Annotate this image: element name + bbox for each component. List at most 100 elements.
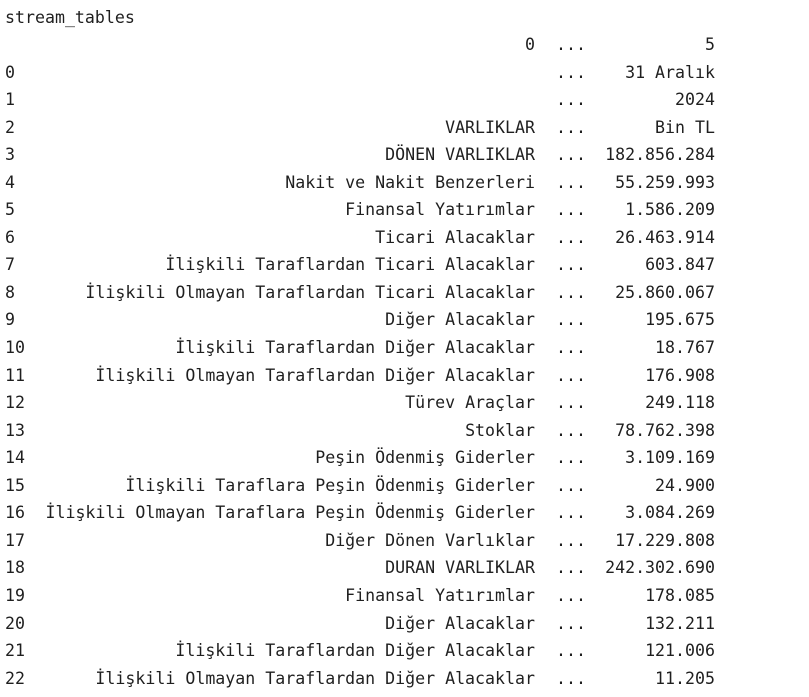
row-index: 5: [5, 200, 15, 220]
row-ellipsis: ...: [556, 585, 586, 605]
row-label: Nakit ve Nakit Benzerleri: [285, 172, 535, 192]
row-value: 17.229.808: [615, 530, 715, 550]
row-label: Diğer Dönen Varlıklar: [325, 530, 535, 550]
row-value: 18.767: [655, 338, 715, 357]
row-label: Ticari Alacaklar: [375, 227, 535, 247]
row-ellipsis: ...: [556, 503, 586, 523]
row-index: 17: [5, 530, 25, 550]
table-row: 12 Türev Araçlar... 249.118: [0, 389, 809, 417]
row-ellipsis: ...: [556, 145, 586, 165]
row-ellipsis: ...: [556, 338, 586, 357]
table-row: 4 Nakit ve Nakit Benzerleri... 55.259.993: [0, 169, 809, 197]
table-row: 10 İlişkili Taraflardan Diğer Alacaklar..…: [0, 334, 809, 362]
row-value: 178.085: [645, 585, 715, 605]
table-row: 21 İlişkili Taraflardan Diğer Alacaklar..…: [0, 637, 809, 665]
row-ellipsis: ...: [556, 310, 586, 330]
row-index: 3: [5, 145, 15, 165]
table-row: 18 DURAN VARLIKLAR... 242.302.690: [0, 554, 809, 582]
row-label: DURAN VARLIKLAR: [385, 558, 535, 578]
row-index: 15: [5, 475, 25, 495]
row-label: Peşin Ödenmiş Giderler: [315, 448, 535, 468]
row-label: Finansal Yatırımlar: [345, 585, 535, 605]
row-index: 22: [5, 668, 25, 688]
row-ellipsis: ...: [556, 558, 586, 578]
row-ellipsis: ...: [556, 255, 586, 275]
table-row: 8 İlişkili Olmayan Taraflardan Ticari Ala…: [0, 279, 809, 307]
row-value: 26.463.914: [615, 227, 715, 247]
row-ellipsis: ...: [556, 475, 586, 495]
row-ellipsis: ...: [556, 365, 586, 385]
row-label: DÖNEN VARLIKLAR: [385, 145, 535, 165]
table-row: 19 Finansal Yatırımlar... 178.085: [0, 582, 809, 610]
row-index: 16: [5, 503, 25, 523]
row-ellipsis: ...: [556, 393, 586, 413]
row-value: 1.586.209: [625, 200, 715, 220]
row-ellipsis: ...: [556, 668, 586, 688]
row-value: 24.900: [655, 475, 715, 495]
row-index: 4: [5, 172, 15, 192]
row-index: 6: [5, 227, 15, 247]
row-index: 12: [5, 393, 25, 413]
row-value: 3.084.269: [625, 503, 715, 523]
row-ellipsis: ...: [556, 530, 586, 550]
variable-name: stream_tables: [5, 8, 135, 27]
row-ellipsis: ...: [556, 641, 586, 661]
table-row: 5 Finansal Yatırımlar... 1.586.209: [0, 196, 809, 224]
row-label: Diğer Alacaklar: [385, 310, 535, 330]
row-index: 1: [5, 90, 15, 110]
row-index: 19: [5, 585, 25, 605]
row-ellipsis: ...: [556, 172, 586, 192]
row-index: 14: [5, 448, 25, 468]
row-index: 9: [5, 310, 15, 330]
dataframe-header-row: 0 ... 5: [0, 31, 809, 59]
row-index: 0: [5, 62, 15, 82]
row-ellipsis: ...: [556, 613, 586, 633]
row-value: 25.860.067: [615, 282, 715, 302]
row-index: 7: [5, 255, 15, 275]
row-index: 11: [5, 365, 25, 385]
table-row: 1... 2024: [0, 86, 809, 114]
row-index: 10: [5, 338, 25, 357]
row-value: 249.118: [645, 393, 715, 413]
table-row: 16 İlişkili Olmayan Taraflara Peşin Ödenm…: [0, 499, 809, 527]
row-label: İlişkili Olmayan Taraflara Peşin Ödenmiş…: [45, 503, 535, 523]
table-row: 3 DÖNEN VARLIKLAR... 182.856.284: [0, 141, 809, 169]
table-row: 2 VARLIKLAR... Bin TL: [0, 114, 809, 142]
row-label: İlişkili Taraflardan Diğer Alacaklar: [175, 641, 535, 661]
row-ellipsis: ...: [556, 448, 586, 468]
row-label: Finansal Yatırımlar: [345, 200, 535, 220]
row-value: 195.675: [645, 310, 715, 330]
table-row: 6 Ticari Alacaklar... 26.463.914: [0, 224, 809, 252]
table-row: 17 Diğer Dönen Varlıklar... 17.229.808: [0, 527, 809, 555]
row-index: 21: [5, 641, 25, 661]
table-row: 15 İlişkili Taraflara Peşin Ödenmiş Gider…: [0, 472, 809, 500]
row-value: 3.109.169: [625, 448, 715, 468]
row-value: 78.762.398: [615, 420, 715, 440]
table-row: 0... 31 Aralık: [0, 59, 809, 87]
row-label: VARLIKLAR: [445, 117, 535, 137]
row-ellipsis: ...: [556, 282, 586, 302]
table-row: 22 İlişkili Olmayan Taraflardan Diğer Ala…: [0, 665, 809, 693]
row-value: 31 Aralık: [625, 62, 715, 82]
row-value: 242.302.690: [605, 558, 715, 578]
column-header-first: 0: [525, 35, 535, 54]
row-label: İlişkili Olmayan Taraflardan Diğer Alaca…: [95, 365, 535, 385]
row-value: 121.006: [645, 641, 715, 661]
row-label: İlişkili Taraflardan Ticari Alacaklar: [165, 255, 535, 275]
row-label: İlişkili Olmayan Taraflardan Diğer Alaca…: [95, 668, 535, 688]
table-row: 7 İlişkili Taraflardan Ticari Alacaklar..…: [0, 251, 809, 279]
row-value: Bin TL: [655, 117, 715, 137]
row-value: 603.847: [645, 255, 715, 275]
column-header-last: 5: [705, 35, 715, 54]
row-value: 55.259.993: [615, 172, 715, 192]
table-row: 14 Peşin Ödenmiş Giderler... 3.109.169: [0, 444, 809, 472]
row-value: 132.211: [645, 613, 715, 633]
table-row: 11 İlişkili Olmayan Taraflardan Diğer Ala…: [0, 362, 809, 390]
row-index: 18: [5, 558, 25, 578]
row-label: İlişkili Olmayan Taraflardan Ticari Alac…: [85, 282, 535, 302]
row-index: 13: [5, 420, 25, 440]
row-ellipsis: ...: [556, 90, 586, 110]
row-index: 20: [5, 613, 25, 633]
column-ellipsis-header: ...: [556, 35, 586, 54]
table-row: 20 Diğer Alacaklar... 132.211: [0, 610, 809, 638]
